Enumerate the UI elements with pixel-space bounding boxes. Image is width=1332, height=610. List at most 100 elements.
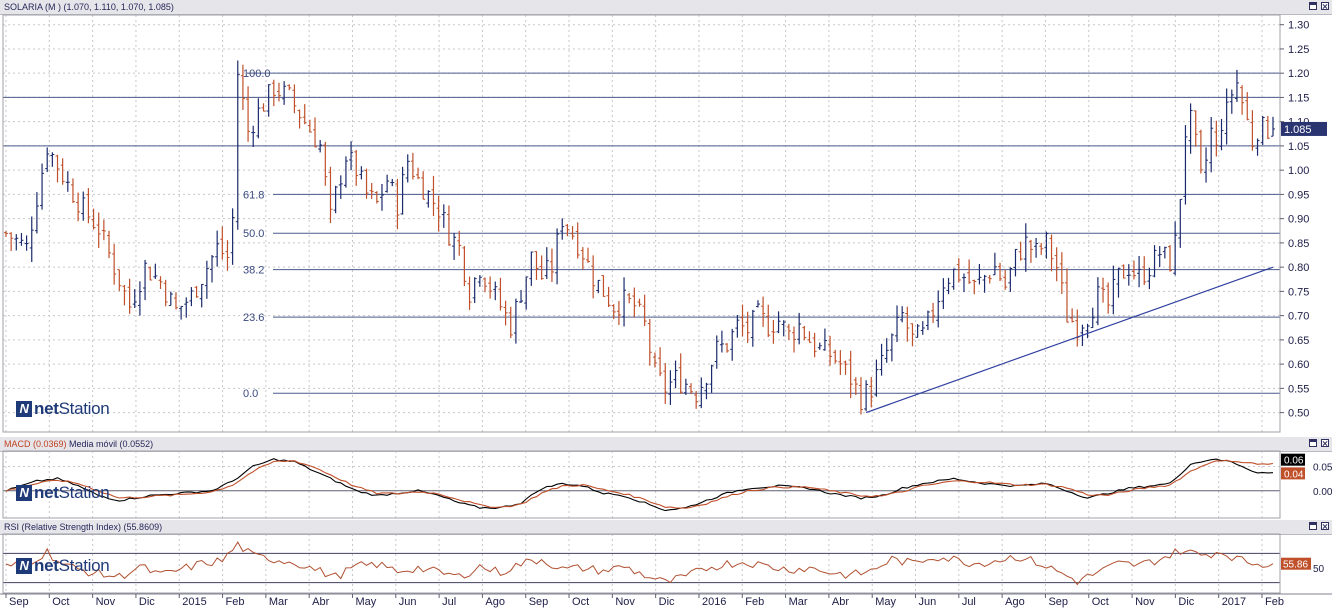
ohlc-bar bbox=[513, 298, 518, 344]
price-maximize-icon[interactable] bbox=[1309, 2, 1317, 10]
ohlc-bar bbox=[1204, 147, 1209, 183]
ohlc-bar bbox=[158, 276, 163, 289]
macd-signal-title: Media móvil (0.0552) bbox=[69, 439, 154, 449]
ohlc-bar bbox=[889, 333, 894, 362]
ohlc-bar bbox=[55, 154, 60, 183]
ohlc-bar bbox=[683, 378, 688, 395]
ohlc-bar bbox=[40, 163, 45, 210]
ohlc-bar bbox=[1265, 115, 1270, 140]
ohlc-bar bbox=[771, 320, 776, 344]
fibonacci-label: 100.0 bbox=[243, 68, 271, 80]
ohlc-bar bbox=[905, 306, 910, 342]
ohlc-bar bbox=[1018, 241, 1023, 261]
ohlc-bar bbox=[1234, 69, 1239, 102]
ohlc-bar bbox=[199, 283, 204, 308]
ohlc-bar bbox=[792, 326, 797, 353]
trendline[interactable] bbox=[865, 266, 1274, 414]
ohlc-bar bbox=[884, 338, 889, 363]
ohlc-bar bbox=[4, 230, 8, 237]
netstation-logo-icon: N bbox=[16, 401, 32, 417]
macd-signal-line bbox=[5, 459, 1274, 509]
ohlc-bar bbox=[601, 275, 606, 297]
ohlc-bar bbox=[936, 290, 941, 328]
ohlc-bar bbox=[137, 281, 142, 316]
ohlc-bar bbox=[879, 343, 884, 376]
ohlc-bar bbox=[668, 370, 673, 406]
ohlc-bar bbox=[982, 274, 987, 293]
fibonacci-label: 38.2 bbox=[243, 265, 264, 277]
ohlc-bar bbox=[405, 154, 410, 183]
x-tick-label: Oct bbox=[572, 596, 589, 608]
ohlc-bar bbox=[1152, 245, 1157, 278]
ohlc-bar bbox=[168, 291, 173, 306]
x-tick-label: Mar bbox=[269, 596, 288, 608]
macd-close-icon[interactable] bbox=[1321, 439, 1329, 447]
y-tick-label: 0.75 bbox=[1288, 286, 1309, 298]
ohlc-bar bbox=[709, 364, 714, 393]
ohlc-bar bbox=[230, 208, 235, 265]
fibonacci-levels[interactable]: 100.0 61.8 50.0 38.2 23.6 0.0 bbox=[3, 68, 1280, 400]
ohlc-bar bbox=[60, 158, 65, 185]
ohlc-bar bbox=[349, 141, 354, 171]
x-tick-label: Oct bbox=[1092, 596, 1109, 608]
ohlc-bar bbox=[379, 183, 384, 211]
rsi-close-icon[interactable] bbox=[1321, 522, 1329, 530]
price-close-icon[interactable] bbox=[1321, 2, 1329, 10]
ohlc-bar bbox=[606, 286, 611, 308]
ohlc-bar bbox=[1054, 247, 1059, 282]
y-tick-label: 1.00 bbox=[1288, 165, 1309, 177]
x-tick-label: 2015 bbox=[182, 596, 206, 608]
macd-y-tick-label: 0.05 bbox=[1313, 463, 1332, 474]
ohlc-bar bbox=[699, 377, 704, 409]
macd-maximize-icon[interactable] bbox=[1309, 439, 1317, 447]
ohlc-bar bbox=[343, 156, 348, 188]
ohlc-bar bbox=[1039, 242, 1044, 255]
fibonacci-label: 61.8 bbox=[243, 189, 264, 201]
rsi-plot-frame bbox=[2, 533, 1281, 594]
ohlc-bar bbox=[843, 360, 848, 375]
ohlc-bar bbox=[210, 255, 215, 283]
ohlc-bar bbox=[385, 174, 390, 193]
x-tick-label: Ago bbox=[485, 596, 505, 608]
macd-line bbox=[5, 458, 1274, 512]
rsi-title: RSI (Relative Strength Index) (55.8609) bbox=[4, 522, 163, 532]
ohlc-bar bbox=[925, 310, 930, 331]
ohlc-bar bbox=[204, 260, 209, 299]
ohlc-bar bbox=[637, 298, 642, 307]
ohlc-bar bbox=[941, 278, 946, 310]
price-ohlc-series bbox=[4, 60, 1275, 415]
ohlc-bar bbox=[848, 350, 853, 399]
macd-signal-value-label: 0.04 bbox=[1284, 469, 1304, 480]
ohlc-bar bbox=[704, 382, 709, 400]
ohlc-bar bbox=[14, 234, 19, 251]
ohlc-bar bbox=[632, 287, 637, 318]
ohlc-bar bbox=[745, 311, 750, 343]
ohlc-bar bbox=[302, 104, 307, 125]
fibonacci-label: 23.6 bbox=[243, 312, 264, 324]
ohlc-bar bbox=[1142, 256, 1147, 286]
rsi-value-label: 55.86 bbox=[1283, 560, 1308, 571]
ohlc-bar bbox=[1193, 110, 1198, 147]
ohlc-bar bbox=[1255, 138, 1260, 156]
x-tick-label: Oct bbox=[52, 596, 69, 608]
ohlc-bar bbox=[1101, 277, 1106, 303]
netstation-logo-icon: N bbox=[16, 485, 32, 501]
ohlc-bar bbox=[1198, 129, 1203, 174]
ohlc-bar bbox=[364, 168, 369, 199]
ohlc-bar bbox=[812, 332, 817, 358]
ohlc-bar bbox=[292, 84, 297, 114]
ohlc-bar bbox=[1059, 252, 1064, 295]
x-tick-label: May bbox=[355, 596, 376, 608]
ohlc-bar bbox=[369, 183, 374, 200]
ohlc-bar bbox=[493, 281, 498, 301]
x-tick-label: Nov bbox=[96, 596, 116, 608]
last-price-label: 1.085 bbox=[1284, 124, 1312, 136]
x-tick-label: Sep bbox=[529, 596, 549, 608]
rsi-maximize-icon[interactable] bbox=[1309, 522, 1317, 530]
ohlc-bar bbox=[34, 192, 39, 234]
netstation-logo-icon: N bbox=[16, 558, 32, 574]
ohlc-bar bbox=[915, 324, 920, 338]
x-tick-label: Ago bbox=[1005, 596, 1025, 608]
